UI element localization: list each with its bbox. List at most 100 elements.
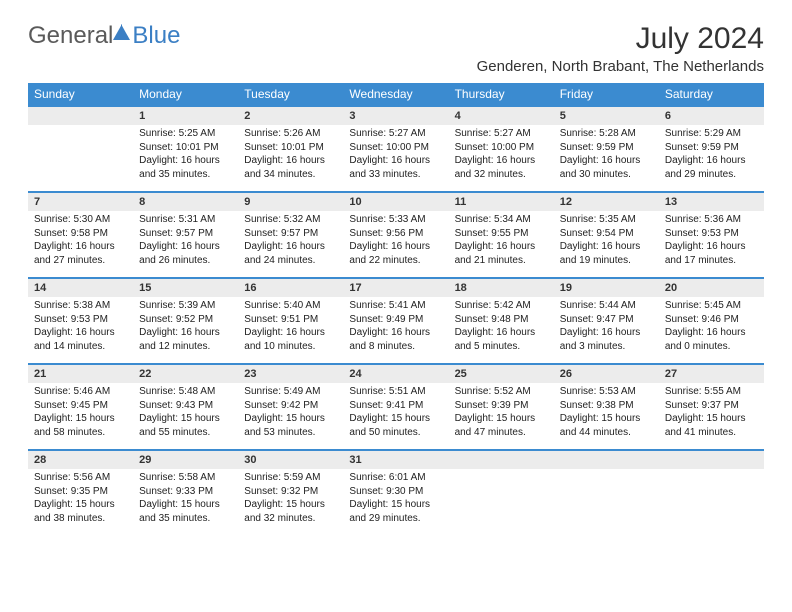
- weekday-header: Wednesday: [343, 83, 448, 106]
- sunset-text: Sunset: 9:45 PM: [34, 399, 127, 413]
- daylight-text: Daylight: 16 hours and 34 minutes.: [244, 154, 337, 181]
- sunrise-text: Sunrise: 5:30 AM: [34, 213, 127, 227]
- sunset-text: Sunset: 9:37 PM: [665, 399, 758, 413]
- sunset-text: Sunset: 9:32 PM: [244, 485, 337, 499]
- month-title: July 2024: [477, 22, 764, 56]
- day-number: 26: [554, 364, 659, 383]
- day-cell: Sunrise: 5:25 AMSunset: 10:01 PMDaylight…: [133, 125, 238, 192]
- day-number: 28: [28, 450, 133, 469]
- sunset-text: Sunset: 9:56 PM: [349, 227, 442, 241]
- day-number: 30: [238, 450, 343, 469]
- day-cell: Sunrise: 5:35 AMSunset: 9:54 PMDaylight:…: [554, 211, 659, 278]
- day-cell: Sunrise: 5:29 AMSunset: 9:59 PMDaylight:…: [659, 125, 764, 192]
- day-cell: Sunrise: 5:42 AMSunset: 9:48 PMDaylight:…: [449, 297, 554, 364]
- day-cell: [449, 469, 554, 535]
- day-cell: Sunrise: 5:40 AMSunset: 9:51 PMDaylight:…: [238, 297, 343, 364]
- day-number: 10: [343, 192, 448, 211]
- daylight-text: Daylight: 15 hours and 44 minutes.: [560, 412, 653, 439]
- day-cell: Sunrise: 5:52 AMSunset: 9:39 PMDaylight:…: [449, 383, 554, 450]
- location-label: Genderen, North Brabant, The Netherlands: [477, 58, 764, 75]
- daylight-text: Daylight: 16 hours and 19 minutes.: [560, 240, 653, 267]
- day-number: 5: [554, 106, 659, 125]
- day-number-row: 14151617181920: [28, 278, 764, 297]
- sunrise-text: Sunrise: 5:32 AM: [244, 213, 337, 227]
- daylight-text: Daylight: 15 hours and 50 minutes.: [349, 412, 442, 439]
- daylight-text: Daylight: 15 hours and 29 minutes.: [349, 498, 442, 525]
- day-cell: [28, 125, 133, 192]
- day-data-row: Sunrise: 5:56 AMSunset: 9:35 PM Daylight:…: [28, 469, 764, 535]
- sunset-text: Sunset: 10:01 PM: [244, 141, 337, 155]
- sunrise-text: Sunrise: 6:01 AM: [349, 471, 442, 485]
- sunrise-text: Sunrise: 5:41 AM: [349, 299, 442, 313]
- day-number: 9: [238, 192, 343, 211]
- day-cell: Sunrise: 5:59 AMSunset: 9:32 PMDaylight:…: [238, 469, 343, 535]
- sunrise-text: Sunrise: 5:58 AM: [139, 471, 232, 485]
- day-cell: Sunrise: 5:39 AMSunset: 9:52 PMDaylight:…: [133, 297, 238, 364]
- day-cell: Sunrise: 5:56 AMSunset: 9:35 PMDaylight:…: [28, 469, 133, 535]
- day-cell: Sunrise: 5:55 AMSunset: 9:37 PMDaylight:…: [659, 383, 764, 450]
- day-number: 2: [238, 106, 343, 125]
- daylight-text: Daylight: 15 hours and 41 minutes.: [665, 412, 758, 439]
- day-cell: Sunrise: 5:34 AMSunset: 9:55 PMDaylight:…: [449, 211, 554, 278]
- sunset-text: Sunset: 9:48 PM: [455, 313, 548, 327]
- sunrise-text: Sunrise: 5:44 AM: [560, 299, 653, 313]
- sunrise-text: Sunrise: 5:35 AM: [560, 213, 653, 227]
- sunset-text: Sunset: 9:39 PM: [455, 399, 548, 413]
- day-number: 13: [659, 192, 764, 211]
- sunset-text: Sunset: 9:35 PM: [34, 485, 127, 499]
- day-cell: Sunrise: 5:30 AMSunset: 9:58 PMDaylight:…: [28, 211, 133, 278]
- sunrise-text: Sunrise: 5:48 AM: [139, 385, 232, 399]
- day-number: 29: [133, 450, 238, 469]
- sunrise-text: Sunrise: 5:59 AM: [244, 471, 337, 485]
- day-cell: Sunrise: 5:51 AMSunset: 9:41 PMDaylight:…: [343, 383, 448, 450]
- day-cell: Sunrise: 5:36 AMSunset: 9:53 PMDaylight:…: [659, 211, 764, 278]
- day-number: 22: [133, 364, 238, 383]
- day-number: [28, 106, 133, 125]
- day-data-row: Sunrise: 5:46 AMSunset: 9:45 PM Daylight:…: [28, 383, 764, 450]
- sunset-text: Sunset: 9:59 PM: [665, 141, 758, 155]
- sunrise-text: Sunrise: 5:36 AM: [665, 213, 758, 227]
- day-number: 27: [659, 364, 764, 383]
- sunrise-text: Sunrise: 5:40 AM: [244, 299, 337, 313]
- sunset-text: Sunset: 9:46 PM: [665, 313, 758, 327]
- sunrise-text: Sunrise: 5:46 AM: [34, 385, 127, 399]
- day-number: 3: [343, 106, 448, 125]
- daylight-text: Daylight: 16 hours and 21 minutes.: [455, 240, 548, 267]
- daylight-text: Daylight: 16 hours and 30 minutes.: [560, 154, 653, 181]
- daylight-text: Daylight: 15 hours and 53 minutes.: [244, 412, 337, 439]
- daylight-text: Daylight: 16 hours and 35 minutes.: [139, 154, 232, 181]
- calendar-table: Sunday Monday Tuesday Wednesday Thursday…: [28, 83, 764, 535]
- day-number: 21: [28, 364, 133, 383]
- day-cell: Sunrise: 5:53 AMSunset: 9:38 PMDaylight:…: [554, 383, 659, 450]
- day-number: 17: [343, 278, 448, 297]
- sunrise-text: Sunrise: 5:56 AM: [34, 471, 127, 485]
- brand-part1: General: [28, 22, 113, 50]
- sunset-text: Sunset: 9:54 PM: [560, 227, 653, 241]
- day-data-row: Sunrise: 5:25 AMSunset: 10:01 PMDaylight…: [28, 125, 764, 192]
- day-number: [659, 450, 764, 469]
- daylight-text: Daylight: 15 hours and 32 minutes.: [244, 498, 337, 525]
- day-number: 11: [449, 192, 554, 211]
- day-number: [554, 450, 659, 469]
- sunrise-text: Sunrise: 5:53 AM: [560, 385, 653, 399]
- sunrise-text: Sunrise: 5:55 AM: [665, 385, 758, 399]
- weekday-header-row: Sunday Monday Tuesday Wednesday Thursday…: [28, 83, 764, 106]
- sunset-text: Sunset: 10:00 PM: [455, 141, 548, 155]
- day-number-row: 123456: [28, 106, 764, 125]
- daylight-text: Daylight: 16 hours and 17 minutes.: [665, 240, 758, 267]
- title-block: July 2024 Genderen, North Brabant, The N…: [477, 22, 764, 75]
- sunset-text: Sunset: 9:57 PM: [244, 227, 337, 241]
- day-number: 31: [343, 450, 448, 469]
- day-cell: Sunrise: 5:38 AMSunset: 9:53 PMDaylight:…: [28, 297, 133, 364]
- day-cell: Sunrise: 5:41 AMSunset: 9:49 PMDaylight:…: [343, 297, 448, 364]
- daylight-text: Daylight: 16 hours and 33 minutes.: [349, 154, 442, 181]
- day-cell: Sunrise: 5:27 AMSunset: 10:00 PMDaylight…: [343, 125, 448, 192]
- sunrise-text: Sunrise: 5:45 AM: [665, 299, 758, 313]
- day-number: 18: [449, 278, 554, 297]
- sunrise-text: Sunrise: 5:25 AM: [139, 127, 232, 141]
- daylight-text: Daylight: 16 hours and 32 minutes.: [455, 154, 548, 181]
- day-number: 1: [133, 106, 238, 125]
- sunrise-text: Sunrise: 5:29 AM: [665, 127, 758, 141]
- day-number: 14: [28, 278, 133, 297]
- day-number: 12: [554, 192, 659, 211]
